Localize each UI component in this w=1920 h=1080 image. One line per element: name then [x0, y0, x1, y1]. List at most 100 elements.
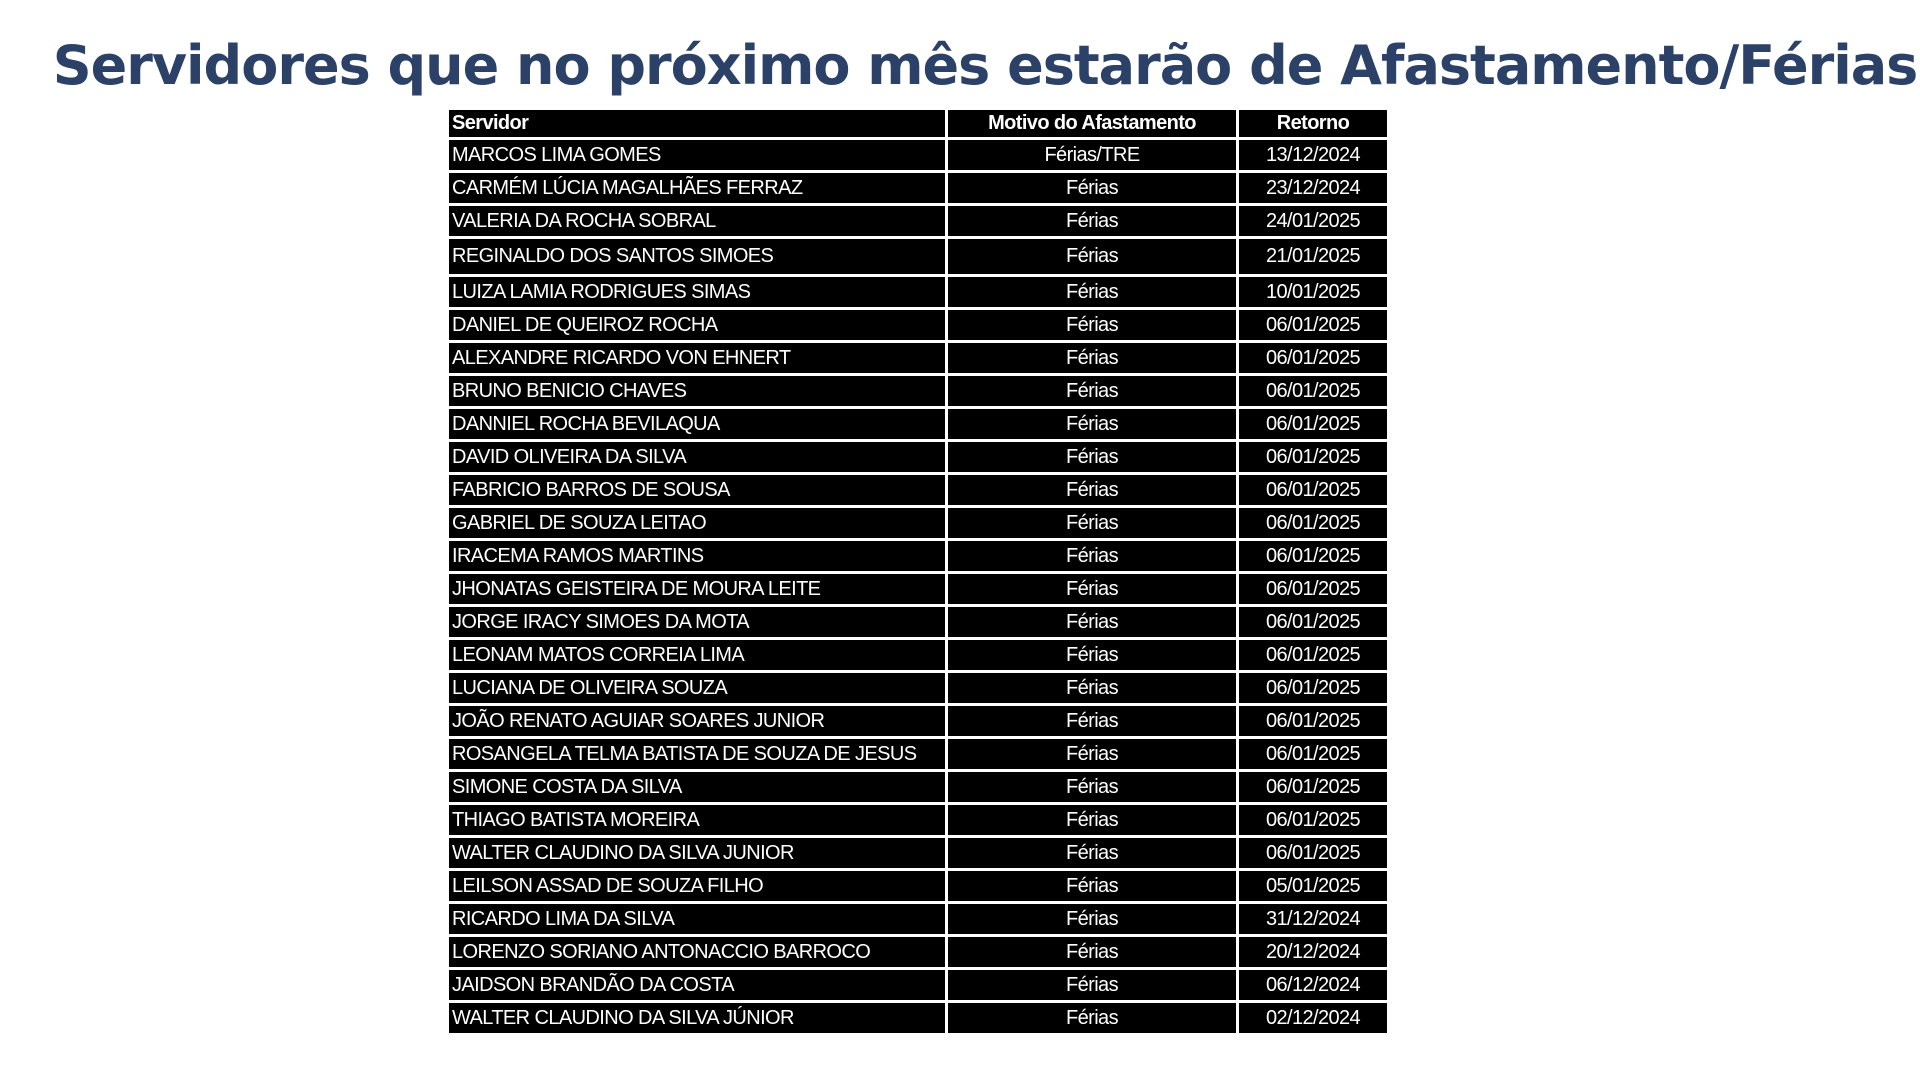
table-row: MARCOS LIMA GOMES Férias/TRE 13/12/2024: [449, 140, 1387, 170]
table-header-row: Servidor Motivo do Afastamento Retorno: [449, 110, 1387, 137]
cell-retorno: 06/01/2025: [1239, 673, 1387, 703]
cell-motivo: Férias: [948, 310, 1236, 340]
cell-servidor: LEONAM MATOS CORREIA LIMA: [449, 640, 945, 670]
cell-retorno: 06/01/2025: [1239, 739, 1387, 769]
cell-motivo: Férias: [948, 541, 1236, 571]
table-row: WALTER CLAUDINO DA SILVA JÚNIOR Férias 02/…: [449, 1003, 1387, 1033]
cell-retorno: 06/12/2024: [1239, 970, 1387, 1000]
cell-motivo: Férias: [948, 277, 1236, 307]
cell-retorno: 24/01/2025: [1239, 206, 1387, 236]
table-row: BRUNO BENICIO CHAVES Férias 06/01/2025: [449, 376, 1387, 406]
cell-servidor: JAIDSON BRANDÃO DA COSTA: [449, 970, 945, 1000]
cell-servidor: LORENZO SORIANO ANTONACCIO BARROCO: [449, 937, 945, 967]
cell-servidor: SIMONE COSTA DA SILVA: [449, 772, 945, 802]
page-title: Servidores que no próximo mês estarão de…: [52, 34, 1919, 97]
table-row: LEONAM MATOS CORREIA LIMA Férias 06/01/202…: [449, 640, 1387, 670]
table-row: LEILSON ASSAD DE SOUZA FILHO Férias 05/01/…: [449, 871, 1387, 901]
table-row: ROSANGELA TELMA BATISTA DE SOUZA DE JESU…: [449, 739, 1387, 769]
cell-motivo: Férias: [948, 173, 1236, 203]
cell-retorno: 06/01/2025: [1239, 541, 1387, 571]
cell-retorno: 05/01/2025: [1239, 871, 1387, 901]
cell-retorno: 06/01/2025: [1239, 409, 1387, 439]
cell-motivo: Férias: [948, 409, 1236, 439]
cell-motivo: Férias: [948, 206, 1236, 236]
table-row: JAIDSON BRANDÃO DA COSTA Férias 06/12/2024: [449, 970, 1387, 1000]
cell-servidor: WALTER CLAUDINO DA SILVA JÚNIOR: [449, 1003, 945, 1033]
cell-motivo: Férias: [948, 239, 1236, 274]
cell-motivo: Férias: [948, 706, 1236, 736]
cell-motivo: Férias: [948, 772, 1236, 802]
cell-motivo: Férias: [948, 607, 1236, 637]
leave-table: Servidor Motivo do Afastamento Retorno M…: [446, 107, 1390, 1036]
header-retorno: Retorno: [1239, 110, 1387, 137]
cell-retorno: 06/01/2025: [1239, 310, 1387, 340]
cell-retorno: 20/12/2024: [1239, 937, 1387, 967]
cell-servidor: IRACEMA RAMOS MARTINS: [449, 541, 945, 571]
table-row: JOÃO RENATO AGUIAR SOARES JUNIOR Férias 06…: [449, 706, 1387, 736]
cell-retorno: 06/01/2025: [1239, 706, 1387, 736]
cell-retorno: 06/01/2025: [1239, 442, 1387, 472]
header-motivo: Motivo do Afastamento: [948, 110, 1236, 137]
table-row: LUCIANA DE OLIVEIRA SOUZA Férias 06/01/202…: [449, 673, 1387, 703]
cell-motivo: Férias: [948, 508, 1236, 538]
cell-retorno: 06/01/2025: [1239, 640, 1387, 670]
cell-retorno: 10/01/2025: [1239, 277, 1387, 307]
table-row: JHONATAS GEISTEIRA DE MOURA LEITE Férias 0…: [449, 574, 1387, 604]
cell-retorno: 06/01/2025: [1239, 475, 1387, 505]
cell-servidor: ROSANGELA TELMA BATISTA DE SOUZA DE JESU…: [449, 739, 945, 769]
cell-motivo: Férias: [948, 343, 1236, 373]
cell-servidor: JOÃO RENATO AGUIAR SOARES JUNIOR: [449, 706, 945, 736]
cell-retorno: 02/12/2024: [1239, 1003, 1387, 1033]
cell-servidor: LEILSON ASSAD DE SOUZA FILHO: [449, 871, 945, 901]
cell-retorno: 06/01/2025: [1239, 772, 1387, 802]
cell-motivo: Férias: [948, 475, 1236, 505]
cell-servidor: FABRICIO BARROS DE SOUSA: [449, 475, 945, 505]
cell-retorno: 06/01/2025: [1239, 508, 1387, 538]
cell-servidor: THIAGO BATISTA MOREIRA: [449, 805, 945, 835]
cell-retorno: 21/01/2025: [1239, 239, 1387, 274]
cell-motivo: Férias: [948, 640, 1236, 670]
table-row: RICARDO LIMA DA SILVA Férias 31/12/2024: [449, 904, 1387, 934]
cell-motivo: Férias: [948, 970, 1236, 1000]
cell-servidor: MARCOS LIMA GOMES: [449, 140, 945, 170]
cell-servidor: JHONATAS GEISTEIRA DE MOURA LEITE: [449, 574, 945, 604]
cell-motivo: Férias: [948, 442, 1236, 472]
table-row: FABRICIO BARROS DE SOUSA Férias 06/01/2025: [449, 475, 1387, 505]
cell-servidor: LUIZA LAMIA RODRIGUES SIMAS: [449, 277, 945, 307]
cell-servidor: WALTER CLAUDINO DA SILVA JUNIOR: [449, 838, 945, 868]
cell-retorno: 06/01/2025: [1239, 574, 1387, 604]
cell-servidor: RICARDO LIMA DA SILVA: [449, 904, 945, 934]
cell-retorno: 13/12/2024: [1239, 140, 1387, 170]
header-servidor: Servidor: [449, 110, 945, 137]
cell-servidor: BRUNO BENICIO CHAVES: [449, 376, 945, 406]
cell-retorno: 06/01/2025: [1239, 343, 1387, 373]
cell-retorno: 06/01/2025: [1239, 607, 1387, 637]
cell-servidor: DANNIEL ROCHA BEVILAQUA: [449, 409, 945, 439]
table-row: REGINALDO DOS SANTOS SIMOES Férias 21/01/2…: [449, 239, 1387, 274]
cell-motivo: Férias: [948, 805, 1236, 835]
cell-retorno: 06/01/2025: [1239, 805, 1387, 835]
cell-retorno: 23/12/2024: [1239, 173, 1387, 203]
table-row: WALTER CLAUDINO DA SILVA JUNIOR Férias 06/…: [449, 838, 1387, 868]
cell-motivo: Férias: [948, 871, 1236, 901]
table-row: ALEXANDRE RICARDO VON EHNERT Férias 06/01/…: [449, 343, 1387, 373]
table-row: LORENZO SORIANO ANTONACCIO BARROCO Férias…: [449, 937, 1387, 967]
table-row: CARMÉM LÚCIA MAGALHÃES FERRAZ Férias 23/12…: [449, 173, 1387, 203]
cell-motivo: Férias: [948, 1003, 1236, 1033]
cell-retorno: 31/12/2024: [1239, 904, 1387, 934]
cell-servidor: GABRIEL DE SOUZA LEITAO: [449, 508, 945, 538]
table-row: JORGE IRACY SIMOES DA MOTA Férias 06/01/20…: [449, 607, 1387, 637]
cell-motivo: Férias: [948, 376, 1236, 406]
table-row: LUIZA LAMIA RODRIGUES SIMAS Férias 10/01/2…: [449, 277, 1387, 307]
cell-retorno: 06/01/2025: [1239, 838, 1387, 868]
table-row: SIMONE COSTA DA SILVA Férias 06/01/2025: [449, 772, 1387, 802]
cell-motivo: Férias/TRE: [948, 140, 1236, 170]
table-row: DANIEL DE QUEIROZ ROCHA Férias 06/01/2025: [449, 310, 1387, 340]
cell-motivo: Férias: [948, 838, 1236, 868]
table-row: IRACEMA RAMOS MARTINS Férias 06/01/2025: [449, 541, 1387, 571]
cell-servidor: JORGE IRACY SIMOES DA MOTA: [449, 607, 945, 637]
cell-servidor: DAVID OLIVEIRA DA SILVA: [449, 442, 945, 472]
table-row: THIAGO BATISTA MOREIRA Férias 06/01/2025: [449, 805, 1387, 835]
cell-servidor: ALEXANDRE RICARDO VON EHNERT: [449, 343, 945, 373]
cell-motivo: Férias: [948, 937, 1236, 967]
